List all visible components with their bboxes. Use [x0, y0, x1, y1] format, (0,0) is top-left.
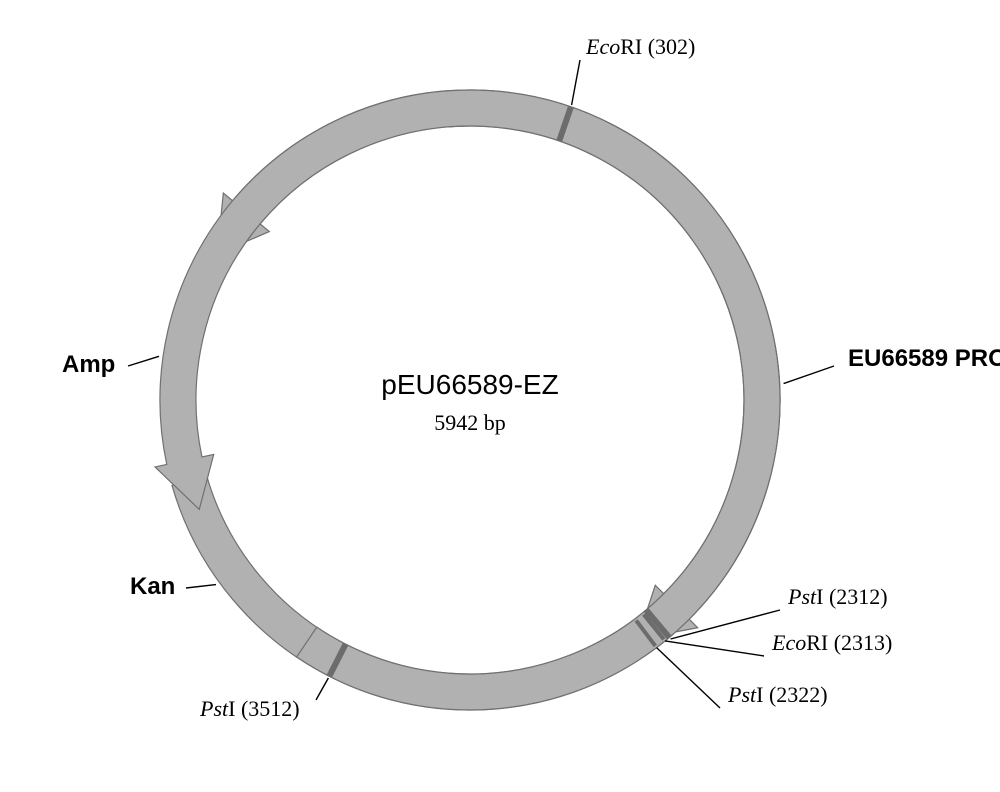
feature-label-kan: Kan: [130, 573, 175, 600]
site-label-ecori-302: EcoRI (302): [585, 34, 695, 59]
plasmid-size: 5942 bp: [434, 410, 506, 435]
site-label-psti-2322: PstI (2322): [727, 682, 828, 707]
plasmid-name: pEU66589-EZ: [381, 369, 558, 400]
plasmid-map: EU66589 PRO Amp Kan EcoRI (302) PstI (2312) E…: [0, 0, 1000, 792]
site-label-psti-2312: PstI (2312): [787, 584, 888, 609]
feature-label-eu66589-pro: EU66589 PRO: [848, 345, 1000, 372]
site-label-psti-3512: PstI (3512): [199, 696, 300, 721]
site-label-ecori-2313: EcoRI (2313): [771, 630, 892, 655]
feature-label-amp: Amp: [62, 351, 115, 378]
